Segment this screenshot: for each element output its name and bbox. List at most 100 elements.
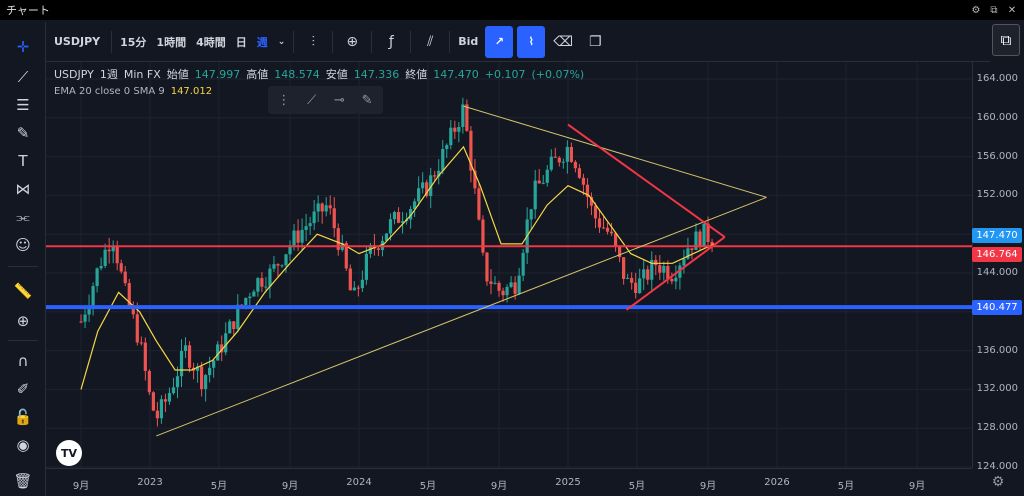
crosshair-icon: ✛ bbox=[16, 38, 30, 56]
trend-mode-button[interactable]: ↗ bbox=[485, 25, 514, 58]
candle-body bbox=[497, 282, 501, 291]
candle-body bbox=[292, 230, 296, 246]
ruler-tool[interactable]: 📏 bbox=[7, 278, 39, 304]
candle-body bbox=[276, 264, 280, 266]
candle-body bbox=[300, 229, 304, 243]
interval-4h-button[interactable]: 4時間 bbox=[196, 35, 226, 49]
drawing-toolbar: ✛ ⟋ ☰ ✎ T ⋈ ⫘ ☺ 📏 ⊕ ∩ ✐ 🔓 ◉ 🗑 bbox=[0, 22, 46, 496]
candle-body bbox=[465, 104, 469, 131]
brush-tool[interactable]: ✎ bbox=[7, 120, 39, 146]
price-chart[interactable] bbox=[46, 62, 972, 468]
candle-body bbox=[630, 277, 634, 283]
lower-trendline bbox=[156, 196, 767, 437]
templates-button[interactable]: ⫽ bbox=[414, 26, 446, 58]
ema-value: 147.012 bbox=[170, 86, 213, 97]
lock-drawings-tool[interactable]: 🔓 bbox=[7, 404, 39, 430]
candle-body bbox=[529, 209, 533, 220]
zoom-tool[interactable]: ⊕ bbox=[7, 308, 39, 334]
popout-icon[interactable]: ⧉ bbox=[990, 4, 998, 16]
price-type-button[interactable]: Bid bbox=[458, 35, 479, 48]
pulse-icon: ⌇ bbox=[528, 35, 534, 48]
candle-body bbox=[690, 248, 694, 250]
candle-body bbox=[449, 127, 453, 146]
legend-symbol[interactable]: USDJPY bbox=[54, 67, 94, 81]
candle-body bbox=[384, 233, 389, 241]
toolbar-divider bbox=[293, 30, 295, 53]
measure-tool[interactable]: ⫘ bbox=[7, 204, 39, 230]
candle-body bbox=[585, 184, 590, 197]
candle-body bbox=[601, 227, 606, 229]
candle-body bbox=[139, 342, 143, 344]
function-icon: ƒ bbox=[388, 33, 394, 50]
wave-mode-button[interactable]: ⌇ bbox=[517, 25, 546, 58]
candle-body bbox=[569, 146, 573, 162]
interval-day-button[interactable]: 日 bbox=[235, 35, 247, 49]
candle-body bbox=[204, 375, 208, 390]
candle-style-button[interactable]: ⫶ bbox=[297, 26, 329, 58]
candle-body bbox=[662, 266, 666, 273]
magnet-tool[interactable]: ∩ bbox=[7, 348, 39, 374]
compare-button[interactable]: ⊕ bbox=[336, 26, 368, 58]
candle-body bbox=[143, 342, 147, 371]
drag-handle-icon[interactable]: ⋮ bbox=[277, 92, 291, 108]
horizontal-ray-icon[interactable]: ⊸ bbox=[333, 92, 345, 108]
crosshair-tool[interactable]: ✛ bbox=[7, 34, 39, 60]
candle-body bbox=[589, 196, 594, 206]
candle-body bbox=[308, 223, 312, 227]
hide-drawings-tool[interactable]: ◉ bbox=[7, 432, 39, 458]
icon-tool[interactable]: ☺ bbox=[7, 232, 39, 258]
candle-body bbox=[666, 266, 670, 280]
indicators-button[interactable]: ƒ bbox=[375, 26, 407, 58]
interval-week-button[interactable]: 週 bbox=[256, 35, 268, 49]
remove-drawings-tool[interactable]: 🗑 bbox=[7, 468, 39, 494]
interval-15m-button[interactable]: 15分 bbox=[120, 35, 147, 49]
pattern-tool[interactable]: ⋈ bbox=[7, 176, 39, 202]
price-tick-label: 144.000 bbox=[976, 267, 1018, 278]
price-tick-label: 136.000 bbox=[976, 344, 1018, 356]
tradingview-logo[interactable]: TV bbox=[56, 440, 82, 466]
upper-trendline bbox=[463, 105, 767, 198]
candle-body bbox=[252, 291, 256, 297]
magnet-icon: ∩ bbox=[17, 352, 29, 370]
candle-body bbox=[650, 259, 654, 280]
snapshot-button[interactable]: ❐ bbox=[579, 26, 611, 58]
brush-icon[interactable]: ✎ bbox=[361, 92, 373, 108]
trendline-tool[interactable]: ⟋ bbox=[7, 64, 39, 90]
interval-1h-button[interactable]: 1時間 bbox=[156, 35, 187, 49]
candle-body bbox=[87, 305, 91, 315]
layout-button[interactable]: ⧉ bbox=[992, 24, 1020, 56]
candle-body bbox=[694, 231, 698, 250]
indicator-legend[interactable]: EMA 20 close 0 SMA 9 147.012 bbox=[54, 86, 212, 97]
fibonacci-tool[interactable]: ☰ bbox=[7, 92, 39, 118]
price-axis[interactable]: 164.000160.000156.000152.000148.000144.0… bbox=[972, 62, 1024, 472]
candle-body bbox=[626, 277, 630, 279]
keep-drawing-tool[interactable]: ✐ bbox=[7, 376, 39, 402]
time-axis[interactable]: 9月 2023 5月 9月 2024 5月 9月 2025 5月 9月 2026 5月 9月 bbox=[46, 468, 972, 496]
interval-dropdown-button[interactable]: ⌄ bbox=[273, 26, 291, 58]
clear-drawings-button[interactable]: ⌫ bbox=[547, 26, 579, 58]
candle-body bbox=[171, 387, 176, 394]
time-tick-label: 5月 bbox=[837, 481, 855, 492]
chart-settings-button[interactable]: ⚙ bbox=[972, 468, 1024, 496]
symbol-search-button[interactable]: USDJPY bbox=[54, 35, 101, 48]
candle-body bbox=[613, 233, 618, 247]
pencil-lock-icon: ✐ bbox=[16, 380, 30, 398]
window-controls: ⚙ ⧉ ✕ bbox=[970, 5, 1018, 16]
candle-body bbox=[509, 282, 513, 287]
time-tick-label: 2023 bbox=[137, 477, 163, 488]
trend-line-icon[interactable]: ⟋ bbox=[307, 92, 317, 108]
candle-body bbox=[473, 170, 477, 189]
candle-body bbox=[364, 253, 368, 280]
settings-icon[interactable]: ⚙ bbox=[971, 4, 981, 16]
text-tool[interactable]: T bbox=[7, 148, 39, 174]
candle-body bbox=[485, 252, 489, 282]
close-icon[interactable]: ✕ bbox=[1007, 4, 1017, 16]
gear-icon: ⚙ bbox=[991, 474, 1005, 490]
candle-body bbox=[123, 271, 127, 284]
candle-body bbox=[163, 399, 168, 402]
candle-body bbox=[453, 127, 457, 132]
brush-icon: ✎ bbox=[16, 124, 30, 142]
current-price-tag: 147.470 bbox=[972, 228, 1022, 244]
legend-high-value: 148.574 bbox=[274, 67, 320, 81]
ema-label: EMA 20 close 0 SMA 9 bbox=[54, 86, 165, 97]
